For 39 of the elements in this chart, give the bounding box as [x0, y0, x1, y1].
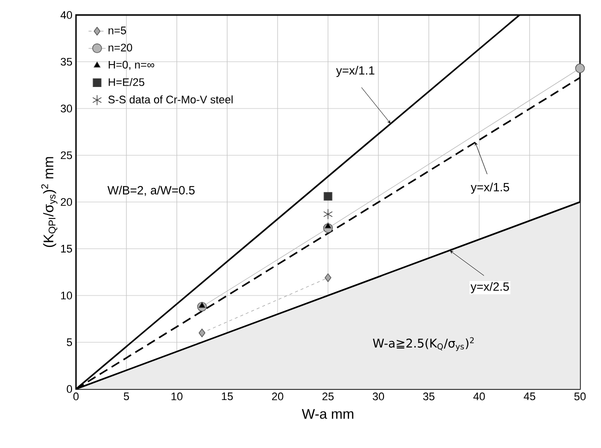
- y-tick-label: 30: [60, 104, 72, 112]
- point: [324, 273, 332, 282]
- annotation: W/B=2, a/W=0.5: [107, 186, 195, 196]
- x-tick-label: 45: [524, 392, 536, 400]
- legend-label: S-S data of Cr-Mo-V steel: [108, 95, 233, 104]
- x-tick-label: 5: [124, 392, 129, 400]
- y-tick-label: 25: [60, 151, 72, 160]
- legend-label: H=E/25: [108, 78, 144, 86]
- y-tick-label: 5: [66, 338, 72, 346]
- legend-label: n=20: [108, 44, 132, 52]
- annotation: W-a≧2.5(K$_{Q}$/σ$_{ys}$)$^{2}$: [372, 337, 474, 351]
- x-tick-label: 20: [272, 392, 284, 400]
- y-tick-label: 0: [66, 385, 72, 393]
- y-tick-label: 15: [61, 244, 72, 253]
- x-tick-label: 0: [73, 392, 79, 400]
- legend-label: H=0, n=∞: [108, 60, 154, 70]
- annotation: y=x/1.5: [470, 182, 510, 194]
- x-tick-label: 15: [222, 392, 233, 400]
- legend-label: n=5: [108, 26, 126, 34]
- y-tick-label: 10: [61, 292, 72, 300]
- x-tick-label: 30: [372, 392, 384, 400]
- x-axis-title: W-a mm: [302, 409, 354, 419]
- annotation: y=x/2.5: [470, 282, 509, 294]
- point: [575, 64, 585, 74]
- y-tick-label: 35: [60, 58, 72, 66]
- point: [198, 302, 206, 308]
- x-tick-label: 40: [473, 392, 485, 400]
- x-tick-label: 25: [322, 392, 334, 400]
- point: [323, 208, 333, 220]
- y-axis-title: (K$_{QPI}$/σ$_{ys}$)$^{2}$ mm: [41, 157, 58, 247]
- point: [198, 328, 206, 338]
- y-tick-label: 20: [60, 198, 72, 206]
- point: [324, 222, 332, 228]
- x-tick-label: 10: [172, 392, 182, 400]
- point: [324, 192, 332, 201]
- x-tick-label: 35: [423, 392, 434, 400]
- annotation: y=x/1.1: [336, 66, 374, 78]
- x-tick-label: 50: [574, 392, 586, 400]
- y-tick-label: 40: [60, 11, 72, 19]
